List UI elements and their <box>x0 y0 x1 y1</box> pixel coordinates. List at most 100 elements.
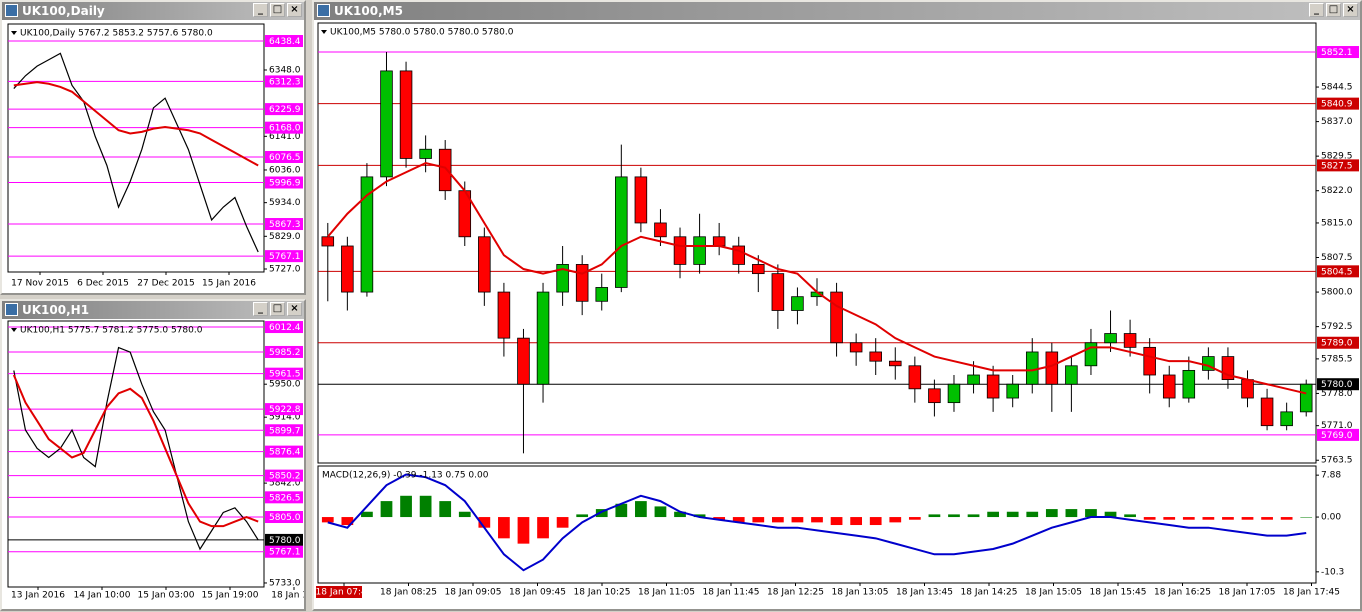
level-label-box <box>265 511 303 524</box>
minimize-button[interactable]: _ <box>253 302 268 316</box>
macd-bar <box>987 511 999 518</box>
macd-line <box>327 473 1307 572</box>
macd-bar <box>615 503 628 518</box>
y-tick-label: 5829.5 <box>1321 152 1353 162</box>
level-label-box <box>265 150 303 163</box>
y-tick-label: 5778.0 <box>1321 389 1353 399</box>
candle-body <box>595 287 609 302</box>
macd-bar <box>1085 509 1097 518</box>
level-label-box <box>1317 46 1359 59</box>
moving-average <box>13 81 259 167</box>
macd-bar <box>908 517 921 520</box>
macd-bar <box>498 517 510 539</box>
y-tick-label: 5807.5 <box>1321 253 1353 263</box>
candle-body <box>380 70 393 178</box>
macd-frame <box>317 465 1317 584</box>
macd-bar <box>732 517 745 523</box>
window-title: UK100,M5 <box>334 4 403 18</box>
level-label: 6438.4 <box>269 37 301 47</box>
window-icon <box>5 4 18 17</box>
minimize-button[interactable]: _ <box>253 3 268 17</box>
candle-body <box>1123 333 1137 348</box>
x-tick-label: 18 Jan 11:05 <box>638 588 695 598</box>
macd-bar <box>674 511 686 518</box>
maximize-button[interactable]: □ <box>270 302 285 316</box>
plot-frame <box>7 23 265 273</box>
maximize-button[interactable]: □ <box>1326 3 1341 17</box>
level-label-box <box>265 218 303 231</box>
candle-body <box>1260 397 1274 427</box>
candle-body <box>830 291 843 344</box>
macd-bar <box>1026 511 1039 518</box>
level-label-box <box>265 250 303 263</box>
macd-y-tick-label: 0.00 <box>1321 513 1341 523</box>
close-button[interactable]: × <box>287 302 302 316</box>
window-title: UK100,H1 <box>22 303 90 317</box>
y-tick-label: 5763.5 <box>1321 456 1353 466</box>
level-label-box <box>265 345 303 358</box>
candle-body <box>732 245 745 265</box>
candle-body <box>1143 346 1156 376</box>
candle-body <box>693 236 706 265</box>
header-arrow <box>11 31 17 35</box>
level-label: 5840.9 <box>1321 100 1353 110</box>
candle-body <box>791 296 804 311</box>
level-label: 5899.7 <box>269 426 301 436</box>
x-tick-label: 13 Jan 2016 <box>11 591 65 601</box>
macd-bar <box>693 514 706 518</box>
macd-bar <box>1006 511 1019 518</box>
macd-bar <box>1202 517 1215 520</box>
level-label: 5804.5 <box>1321 267 1353 277</box>
level-label-box <box>265 121 303 134</box>
macd-bar <box>595 509 608 518</box>
candle-body <box>1162 374 1176 399</box>
candle-body <box>341 245 354 293</box>
chart-header: UK100,H1 5775.7 5781.2 5775.0 5780.0 <box>20 326 203 336</box>
level-label-box <box>1317 336 1359 349</box>
macd-bar <box>791 517 804 523</box>
macd-bar <box>1241 517 1254 520</box>
y-tick-label: 5934.0 <box>269 198 301 208</box>
level-label: 5850.2 <box>269 472 301 482</box>
macd-bar <box>654 506 667 518</box>
macd-bar <box>419 495 432 518</box>
candle-body <box>497 291 511 339</box>
x-tick-label: 6 Dec 2015 <box>77 279 129 289</box>
x-tick-label: 18 Jan 10:25 <box>574 588 631 598</box>
candle-body <box>673 236 687 265</box>
macd-bar <box>1143 517 1156 520</box>
level-label-box <box>265 103 303 116</box>
candle-body <box>869 351 882 362</box>
window-buttons: _ □ × <box>1309 3 1358 17</box>
chart-window: UK100,H1 _ □ × 5950.0 5914.0 5842.0 5733.0 6012.… <box>0 299 306 611</box>
header-arrow <box>321 30 327 34</box>
level-label-box <box>1317 159 1359 172</box>
close-button[interactable]: × <box>1343 3 1358 17</box>
close-button[interactable]: × <box>287 3 302 17</box>
title-bar: UK100,Daily _ □ × <box>2 2 304 20</box>
macd-bar <box>321 517 334 523</box>
macd-bar <box>1280 517 1293 520</box>
candle-body <box>752 264 765 275</box>
maximize-button[interactable]: □ <box>270 3 285 17</box>
x-tick-label: 18 Jan 16:25 <box>1154 588 1211 598</box>
macd-bar <box>811 517 823 523</box>
candle-body <box>360 176 374 293</box>
macd-bar <box>1300 517 1313 518</box>
macd-bar <box>400 495 412 518</box>
macd-bar <box>1124 514 1136 518</box>
minimize-button[interactable]: _ <box>1309 3 1324 17</box>
level-label-box <box>265 367 303 380</box>
window-title: UK100,Daily <box>22 4 105 18</box>
level-label: 5789.0 <box>1321 339 1353 349</box>
price-line <box>13 346 259 551</box>
x-tick-label: 18 Jan 12: <box>271 591 304 601</box>
y-tick-label: 5822.0 <box>1321 186 1353 196</box>
candle-body <box>536 291 550 385</box>
y-tick-label: 6036.0 <box>269 165 301 175</box>
moving-average <box>327 162 1307 395</box>
macd-bar <box>1104 511 1117 518</box>
macd-bar <box>713 517 726 520</box>
level-label: 6312.3 <box>269 77 301 87</box>
